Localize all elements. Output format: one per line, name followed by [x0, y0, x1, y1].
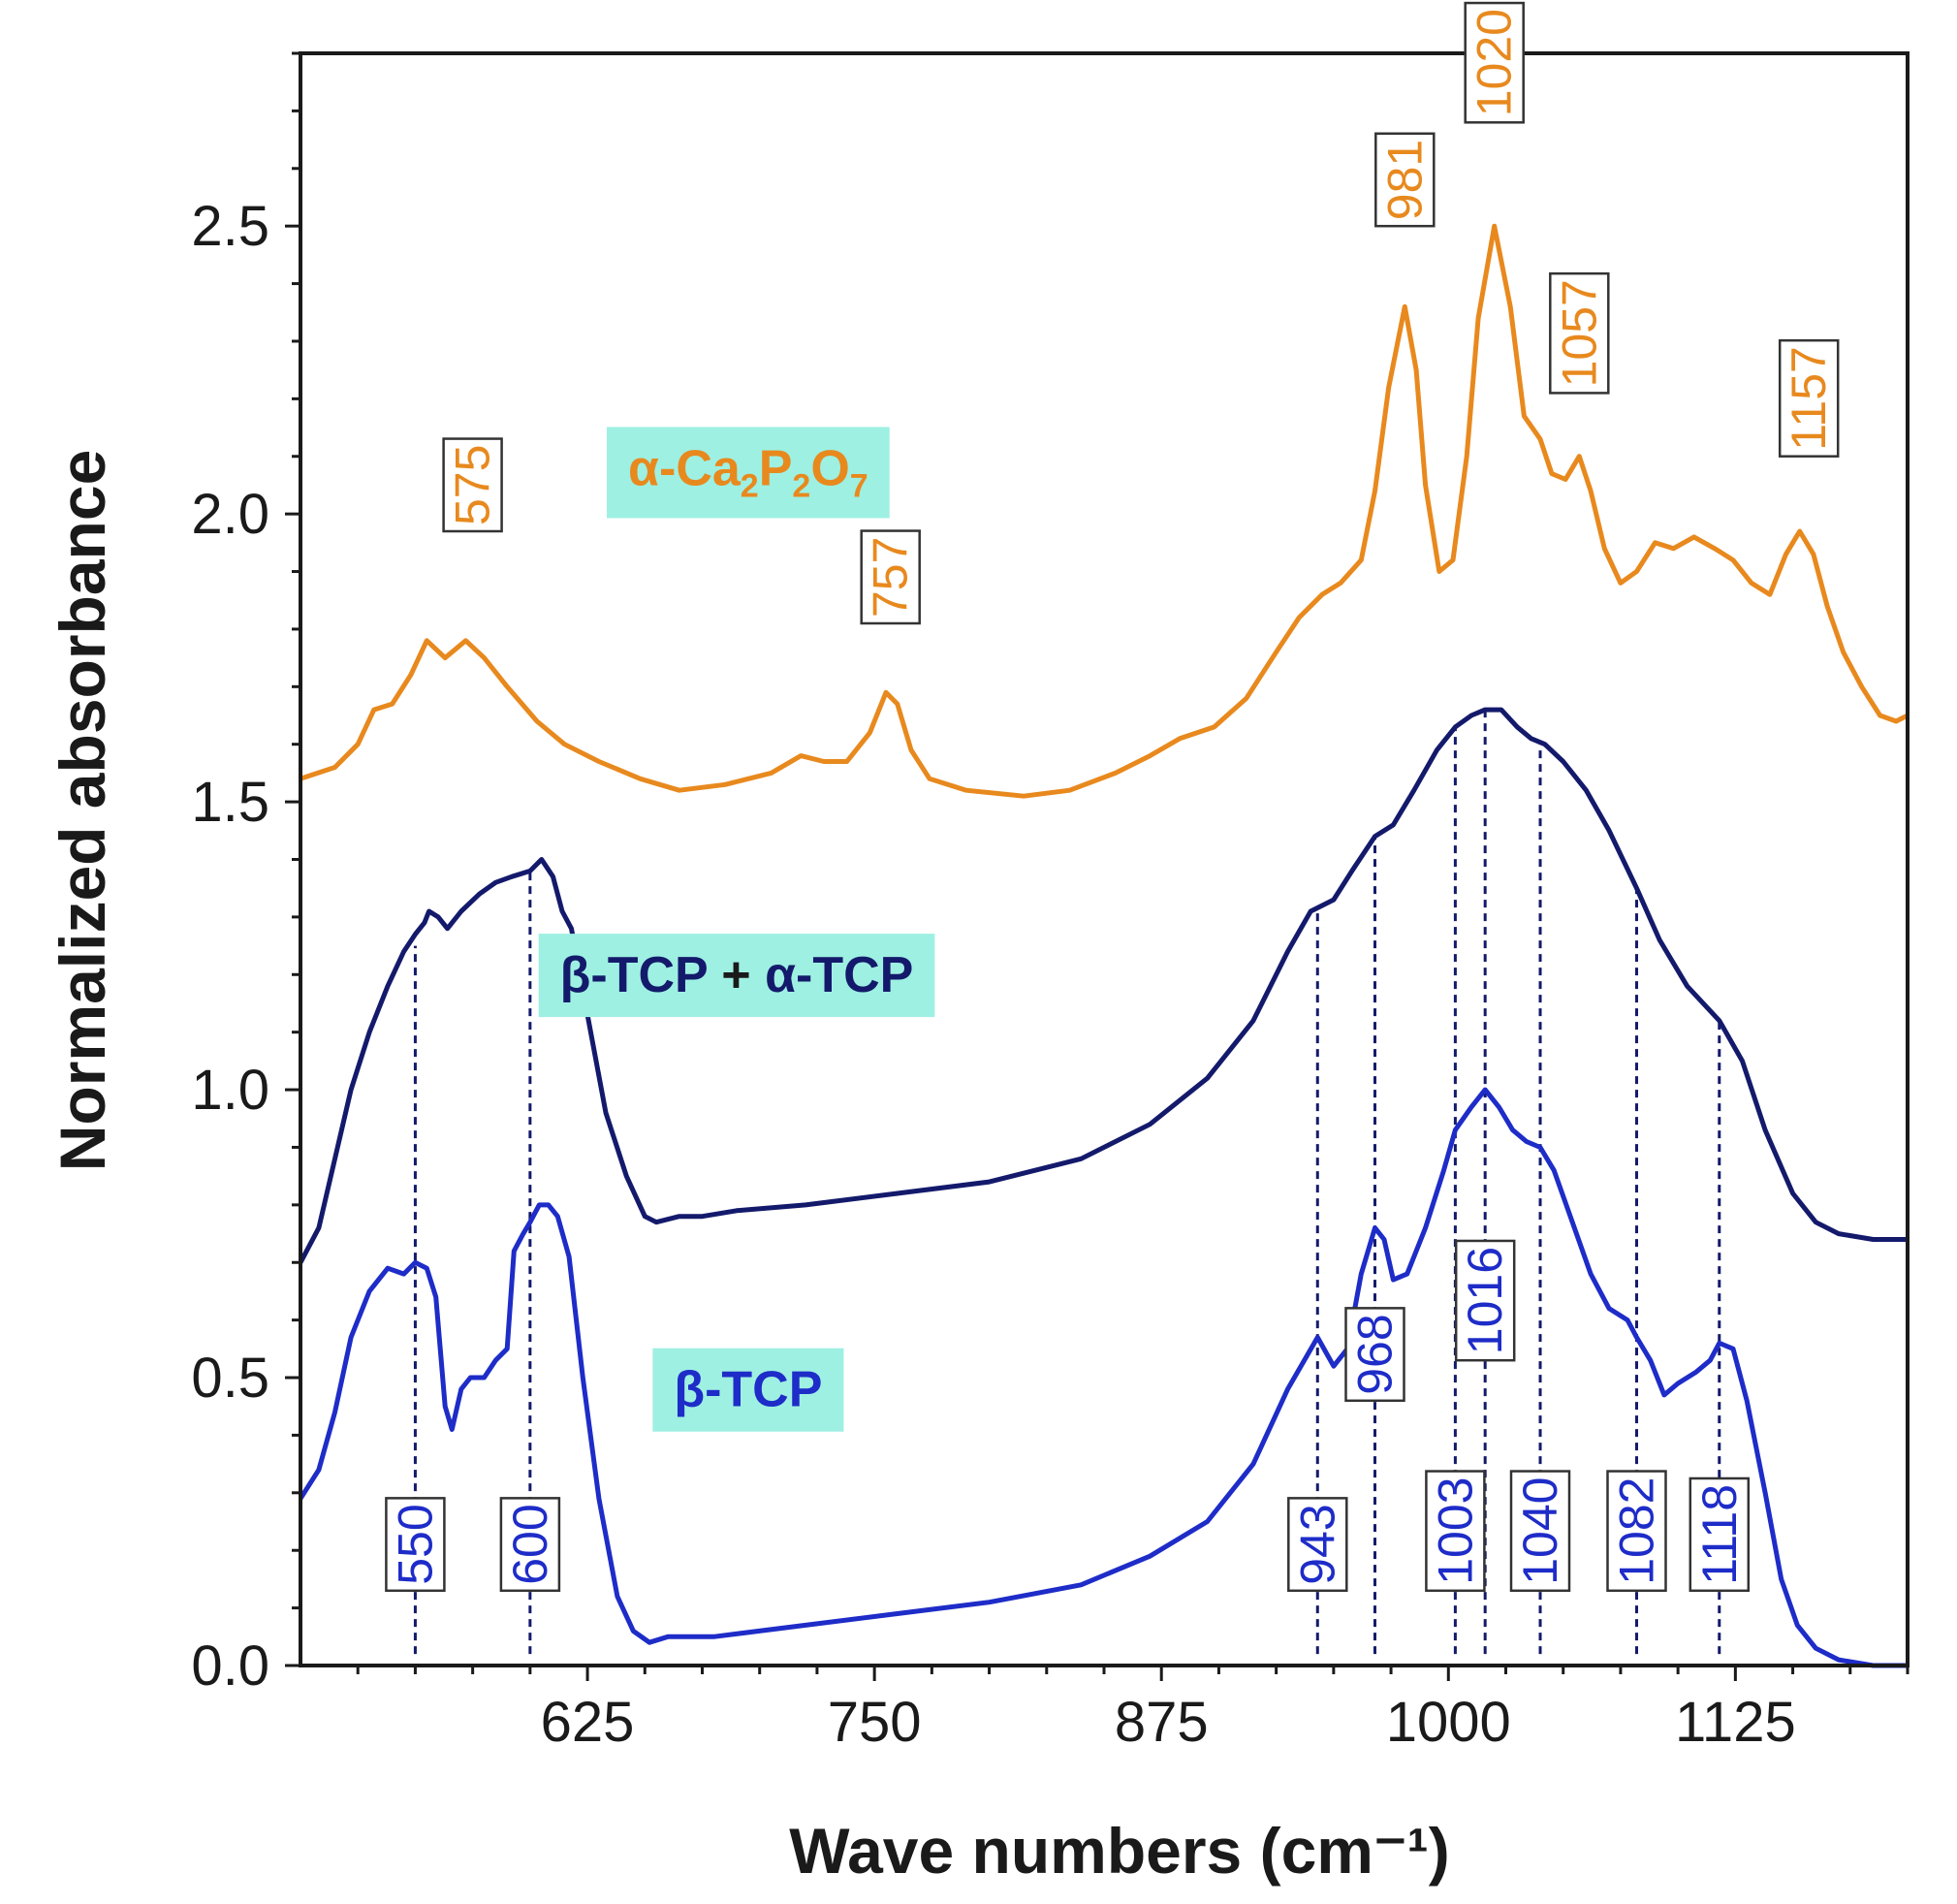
peak-label-text: 550	[388, 1504, 442, 1584]
peak-label-text: 1082	[1610, 1477, 1664, 1585]
peak-label-box	[442, 437, 503, 533]
peak-label-box	[1606, 1470, 1667, 1593]
series-label-box	[652, 1348, 844, 1432]
y-tick-label: 1.5	[191, 771, 269, 834]
peak-label-text: 1157	[1782, 346, 1836, 451]
x-tick-label: 875	[1115, 1691, 1209, 1754]
peak-label-box	[1509, 1470, 1571, 1593]
peak-label-text: 1057	[1552, 279, 1606, 387]
peak-label-text: 600	[503, 1504, 557, 1584]
peak-label-text: 943	[1290, 1504, 1344, 1584]
peak-label-981: 981	[1374, 132, 1436, 228]
peak-label-1157: 1157	[1778, 338, 1840, 458]
peak-label-box	[1425, 1470, 1486, 1593]
axes: 0.0 0.5 1.0 1.5 2.0 2.5 625 750 875 1000 1125	[191, 51, 1910, 1754]
peak-label-text: 968	[1348, 1314, 1403, 1394]
series-label-part: O	[810, 440, 849, 496]
peak-label-box	[499, 1497, 561, 1593]
y-tick-label: 0.5	[191, 1347, 269, 1410]
y-tick-label: 2.0	[191, 483, 269, 546]
peak-label-968: 968	[1344, 1307, 1405, 1403]
peak-label-943: 943	[1287, 1497, 1348, 1593]
peak-label-box	[1454, 1239, 1516, 1362]
series-label-text: α-Ca2P2O7	[628, 440, 868, 504]
series-label-part: +	[708, 947, 765, 1003]
peak-label-box	[1778, 338, 1840, 458]
x-tick-label: 1000	[1386, 1691, 1511, 1754]
y-tick-label: 0.0	[191, 1634, 269, 1698]
x-axis-title: Wave numbers (cm⁻¹)	[789, 1815, 1450, 1887]
series-label-text: β-TCP + α-TCP	[560, 947, 914, 1003]
x-tick-label: 750	[828, 1691, 922, 1754]
peak-label-text: 981	[1377, 140, 1432, 220]
peak-label-757: 757	[860, 529, 921, 625]
peak-label-box	[1344, 1307, 1405, 1403]
peak-label-1082: 1082	[1606, 1470, 1667, 1593]
series-label-box	[538, 934, 935, 1018]
series-label-2: β-TCP	[652, 1348, 844, 1432]
peak-label-text: 1016	[1458, 1247, 1512, 1354]
peak-label-box	[385, 1497, 446, 1593]
peak-label-text: 1003	[1428, 1477, 1482, 1585]
series-label-box	[607, 427, 890, 519]
peak-label-1016: 1016	[1454, 1239, 1516, 1362]
peak-label-575: 575	[442, 437, 503, 533]
peak-label-text: 1040	[1513, 1477, 1567, 1585]
peak-annotations: 575 757 981 1020 1057 1157 550 600 943 968 1003 101…	[385, 1, 1840, 1593]
series-label-0: α-Ca2P2O7	[607, 427, 890, 519]
series-label-1: β-TCP + α-TCP	[538, 934, 935, 1018]
peak-label-text: 1020	[1468, 9, 1522, 116]
peak-label-box	[1374, 132, 1436, 228]
x-tick-label: 625	[541, 1691, 635, 1754]
series-label-part: 2	[741, 467, 759, 504]
series-label-part: 7	[850, 467, 868, 504]
y-axis-title: Normalized absorbance	[47, 450, 118, 1172]
peak-label-1040: 1040	[1509, 1470, 1571, 1593]
peak-label-box	[1549, 271, 1610, 395]
series-label-text: β-TCP	[674, 1362, 822, 1418]
peak-label-box	[1689, 1476, 1751, 1593]
peak-label-box	[1464, 1, 1525, 124]
series-line-2	[298, 1087, 1908, 1668]
peak-label-box	[860, 529, 921, 625]
y-tick-label: 1.0	[191, 1059, 269, 1122]
peak-label-text: 1118	[1692, 1484, 1747, 1585]
peak-label-1057: 1057	[1549, 271, 1610, 395]
peak-label-600: 600	[499, 1497, 561, 1593]
series-lines	[298, 223, 1910, 1668]
peak-label-1020: 1020	[1464, 1, 1525, 124]
series-line-0	[300, 223, 1910, 799]
peak-label-1003: 1003	[1425, 1470, 1486, 1593]
series-label-part: 2	[792, 467, 810, 504]
x-tick-label: 1125	[1675, 1691, 1796, 1754]
peak-label-box	[1287, 1497, 1348, 1593]
series-label-part: α-Ca	[628, 440, 742, 496]
series-label-part: β-TCP	[674, 1362, 822, 1418]
peak-label-550: 550	[385, 1497, 446, 1593]
series-label-part: P	[759, 440, 793, 496]
peak-label-text: 575	[446, 445, 500, 525]
y-tick-label: 2.5	[191, 195, 269, 258]
series-label-part: α-TCP	[765, 947, 913, 1003]
peak-label-1118: 1118	[1689, 1476, 1751, 1593]
series-line-1	[298, 707, 1908, 1264]
series-label-part: β-TCP	[560, 947, 708, 1003]
peak-label-text: 757	[864, 537, 918, 618]
